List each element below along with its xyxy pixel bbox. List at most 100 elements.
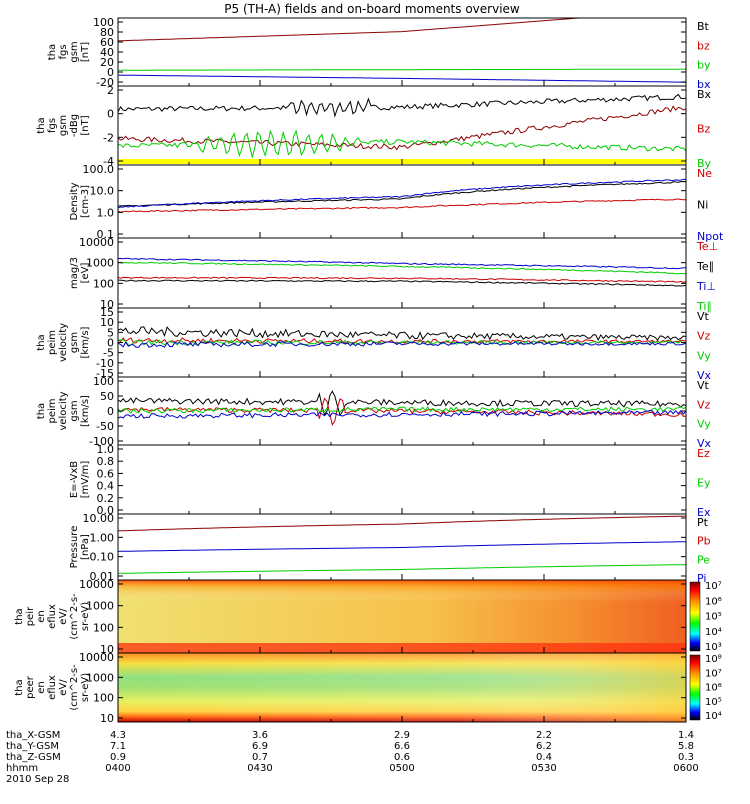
y-axis-label: [eV]: [80, 263, 91, 284]
y-axis-label: gsm: [69, 41, 80, 62]
legend-entry: Npot: [697, 230, 724, 243]
x-axis-value: 6.2: [536, 741, 552, 752]
series-line-Pb: [117, 515, 687, 532]
colorbar-label: 10⁴: [705, 627, 722, 638]
series-line-Ti∥: [117, 261, 687, 275]
x-axis-value: 0600: [673, 763, 698, 774]
y-axis-label: gsm: [58, 115, 69, 136]
y-tick-label: 0.10: [90, 551, 115, 564]
x-axis-value: 0.4: [536, 752, 552, 763]
y-tick-label: 10: [100, 298, 114, 311]
y-axis-label: tha: [47, 44, 58, 60]
y-tick-label: 0.0: [97, 504, 115, 517]
colorbar-label: 10³: [705, 642, 722, 653]
y-tick-label: 0: [107, 108, 114, 121]
y-axis-label: velocity: [58, 391, 69, 430]
legend-entry: Vy: [697, 418, 711, 431]
legend-entry: by: [697, 59, 711, 72]
series-line-Vx: [117, 341, 687, 348]
y-tick-label: -2: [103, 131, 114, 144]
x-axis-row-label: hhmm: [6, 763, 38, 774]
y-axis-label: peim: [47, 398, 58, 423]
series-line-Vt: [117, 390, 687, 417]
y-tick-label: 10: [100, 712, 114, 725]
y-axis-label: -dBg: [69, 114, 80, 137]
y-tick-label: 0: [107, 405, 114, 418]
y-tick-label: -20: [96, 76, 114, 89]
y-axis-label: gsm: [69, 400, 80, 421]
y-tick-label: 100.0: [83, 163, 115, 176]
x-axis-value: 0.9: [110, 752, 126, 763]
colorbar-label: 10⁶: [705, 683, 722, 694]
y-tick-label: 100: [93, 375, 114, 388]
legend-entry: Te∥: [696, 260, 714, 273]
y-tick-label: 10000: [79, 578, 114, 591]
series-line-Ni: [117, 180, 687, 207]
x-axis-value: 0430: [247, 763, 272, 774]
y-tick-label: -5: [103, 347, 114, 360]
legend-entry: Te⊥: [696, 240, 718, 253]
legend-entry: Vt: [697, 310, 710, 323]
x-axis-value: 0500: [389, 763, 414, 774]
y-axis-label: tha: [14, 608, 25, 624]
x-axis-row-label: tha_X-GSM: [6, 730, 60, 741]
panel-frame: [117, 376, 687, 446]
legend-entry: Ez: [697, 447, 710, 460]
y-axis-label: sr-eV): [80, 602, 91, 631]
colorbar-label: 10⁶: [705, 596, 722, 607]
spectrogram-electron-overlay: [118, 653, 686, 722]
legend-entry: Pi: [697, 572, 706, 585]
y-axis-label: tha: [36, 334, 47, 350]
series-line-Te⊥: [117, 276, 687, 283]
y-axis-label: peer: [25, 675, 36, 699]
y-axis-label: [mV/m]: [80, 461, 91, 499]
y-tick-label: -50: [96, 420, 114, 433]
y-axis-label: mag/3: [69, 257, 80, 289]
y-tick-label: 0.1: [97, 228, 115, 241]
y-axis-label: [km/s]: [80, 326, 91, 358]
y-axis-label: gsm: [69, 332, 80, 353]
colorbar-label: 10⁴: [705, 711, 722, 722]
series-line-Ne: [117, 198, 687, 213]
colorbar-label: 10⁵: [705, 697, 722, 708]
y-axis-label: fgs: [47, 118, 58, 133]
y-tick-label: -100: [89, 435, 114, 448]
colorbar-10: [689, 654, 701, 721]
y-tick-label: 1.0: [97, 443, 115, 456]
y-tick-label: 100: [93, 16, 114, 29]
series-line-Pe: [117, 564, 687, 574]
y-tick-label: 10000: [79, 236, 114, 249]
series-line-Vy: [117, 339, 687, 346]
legend-entry: Vx: [697, 369, 712, 382]
legend-entry: Bt: [697, 20, 710, 33]
y-tick-label: 1.00: [90, 531, 115, 544]
y-tick-label: 100: [93, 277, 114, 290]
y-tick-label: -15: [96, 367, 114, 380]
legend-entry: Vz: [697, 398, 711, 411]
series-line-Pi: [117, 541, 687, 552]
x-axis-value: 1.4: [678, 730, 694, 741]
y-axis-label: sr-eV): [80, 673, 91, 702]
series-line-Vt: [117, 326, 687, 341]
y-tick-label: 20: [100, 56, 114, 69]
panel-10: 10⁸ 10⁷ 10⁶ 10⁵ 10⁴ 10000 1000 100 10 tha peer en ef…: [14, 651, 722, 725]
y-tick-label: 100: [93, 621, 114, 634]
panel-6: 100 50 0 -50 -100 tha peim velocity gsm [km/s] Vt V…: [36, 375, 712, 450]
legend-entry: Ne: [697, 167, 712, 180]
legend-entry: Ey: [697, 477, 711, 490]
y-tick-label: 10: [100, 316, 114, 329]
series-line-By: [118, 129, 687, 159]
y-tick-label: 100: [93, 692, 114, 705]
y-axis-label: (cm^2-s-: [69, 593, 80, 640]
y-axis-label: [nPa]: [80, 534, 91, 560]
legend-entry: Pe: [697, 553, 710, 566]
x-axis-value: 5.8: [678, 741, 694, 752]
panel-3: 100.0 10.0 1.0 0.1 Density [cm-3] Ne Ni Npot: [69, 163, 724, 243]
y-tick-label: 0.8: [97, 455, 115, 468]
y-axis-label: en: [36, 681, 47, 694]
legend-entry: Pb: [697, 535, 711, 548]
legend-entry: Vx: [697, 437, 712, 450]
